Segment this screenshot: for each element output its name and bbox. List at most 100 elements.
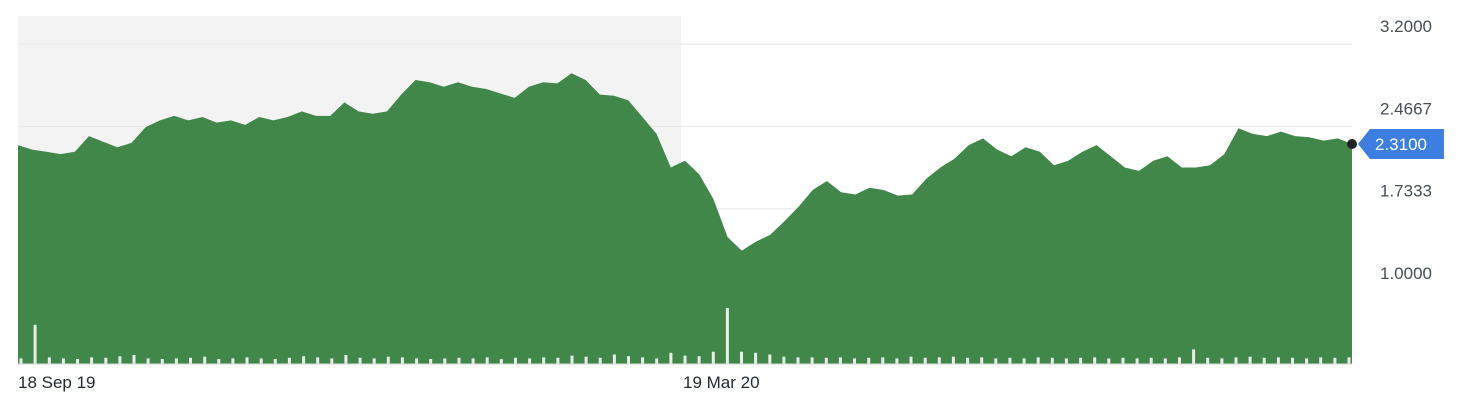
volume-bar <box>514 357 517 364</box>
volume-bar <box>627 356 630 364</box>
volume-bar <box>1107 358 1111 364</box>
volume-bar <box>1036 357 1040 364</box>
volume-bar <box>1291 357 1294 364</box>
volume-bar <box>245 357 249 364</box>
volume-bar <box>867 357 871 364</box>
x-axis-ticks: 18 Sep 19 19 Mar 20 <box>18 373 760 392</box>
volume-bar <box>669 352 673 364</box>
volume-bar <box>1276 357 1280 364</box>
volume-bar <box>1121 357 1125 364</box>
volume-bar <box>1163 358 1167 364</box>
volume-bar <box>994 358 998 364</box>
x-tick-label: 19 Mar 20 <box>683 373 760 392</box>
volume-bar <box>838 357 842 364</box>
volume-bar <box>1008 357 1012 364</box>
volume-bar <box>909 356 913 364</box>
volume-bar <box>415 358 419 364</box>
volume-bar <box>1079 357 1083 364</box>
volume-bar <box>203 356 207 364</box>
volume-bar <box>782 356 786 364</box>
current-price-tag-shape <box>1358 128 1444 159</box>
volume-bar <box>1149 357 1153 364</box>
price-area-series <box>18 73 1352 365</box>
x-tick-label: 18 Sep 19 <box>18 373 96 392</box>
volume-bar <box>612 354 616 364</box>
volume-bar <box>19 358 23 364</box>
volume-bar <box>1206 357 1210 364</box>
volume-bar <box>174 358 178 364</box>
volume-bar <box>1333 357 1337 364</box>
volume-bars <box>19 308 1351 364</box>
volume-bar <box>273 359 277 364</box>
volume-bar <box>90 357 94 364</box>
y-tick-label: 2.4667 <box>1380 99 1432 118</box>
volume-bar <box>217 359 221 364</box>
volume-bar <box>923 357 927 364</box>
volume-bar <box>485 357 489 364</box>
volume-bar <box>160 359 164 364</box>
volume-bar <box>725 308 729 364</box>
volume-bar <box>980 357 984 364</box>
volume-bar <box>429 359 433 364</box>
volume-bar <box>810 357 814 364</box>
volume-bar <box>951 356 955 364</box>
volume-bar <box>259 358 263 364</box>
volume-bar <box>61 358 65 364</box>
volume-bar <box>1347 357 1351 364</box>
volume-bar <box>881 357 885 364</box>
volume-bar <box>47 357 51 364</box>
volume-bar <box>33 324 37 364</box>
volume-bar <box>344 355 348 364</box>
volume-bar <box>372 358 376 364</box>
volume-bar <box>330 358 334 364</box>
volume-bar <box>683 355 687 364</box>
y-tick-label: 1.7333 <box>1380 182 1432 201</box>
volume-bar <box>146 358 150 364</box>
volume-bar <box>528 358 532 364</box>
volume-bar <box>76 359 79 364</box>
volume-bar <box>499 359 503 364</box>
volume-bar <box>697 356 701 364</box>
volume-bar <box>287 357 291 364</box>
volume-bar <box>1093 357 1097 364</box>
volume-bar <box>853 358 856 364</box>
volume-bar <box>400 357 404 364</box>
volume-bar <box>1319 357 1323 364</box>
volume-bar <box>1305 358 1309 364</box>
volume-bar <box>824 357 828 364</box>
volume-bar <box>1178 357 1181 364</box>
volume-bar <box>584 356 588 364</box>
volume-bar <box>740 351 743 364</box>
volume-bar <box>132 355 136 364</box>
volume-bar <box>641 357 645 364</box>
volume-bar <box>937 357 941 364</box>
volume-bar <box>316 357 320 364</box>
volume-bar <box>570 355 574 364</box>
volume-bar <box>754 352 758 364</box>
volume-bar <box>1022 358 1026 364</box>
y-tick-label: 1.0000 <box>1380 264 1432 283</box>
volume-bar <box>768 354 772 364</box>
volume-bar <box>118 356 122 364</box>
volume-bar <box>1135 358 1139 364</box>
volume-bar <box>1234 357 1238 364</box>
volume-bar <box>598 357 602 364</box>
volume-bar <box>1248 356 1252 364</box>
volume-bar <box>302 356 306 364</box>
volume-bar <box>796 357 800 364</box>
volume-bar <box>443 358 447 364</box>
volume-bar <box>471 358 475 364</box>
current-price-label: 2.3100 <box>1375 135 1427 154</box>
volume-bar <box>1064 358 1068 364</box>
volume-bar <box>358 357 362 364</box>
volume-bar <box>655 358 659 364</box>
volume-bar <box>1262 357 1266 364</box>
current-price-tag: 2.3100 <box>1358 128 1444 159</box>
volume-bar <box>895 358 899 364</box>
volume-bar <box>1050 357 1054 364</box>
volume-bar <box>1192 349 1196 364</box>
volume-bar <box>556 357 560 364</box>
volume-bar <box>104 357 108 364</box>
y-tick-label: 3.2000 <box>1380 17 1432 36</box>
